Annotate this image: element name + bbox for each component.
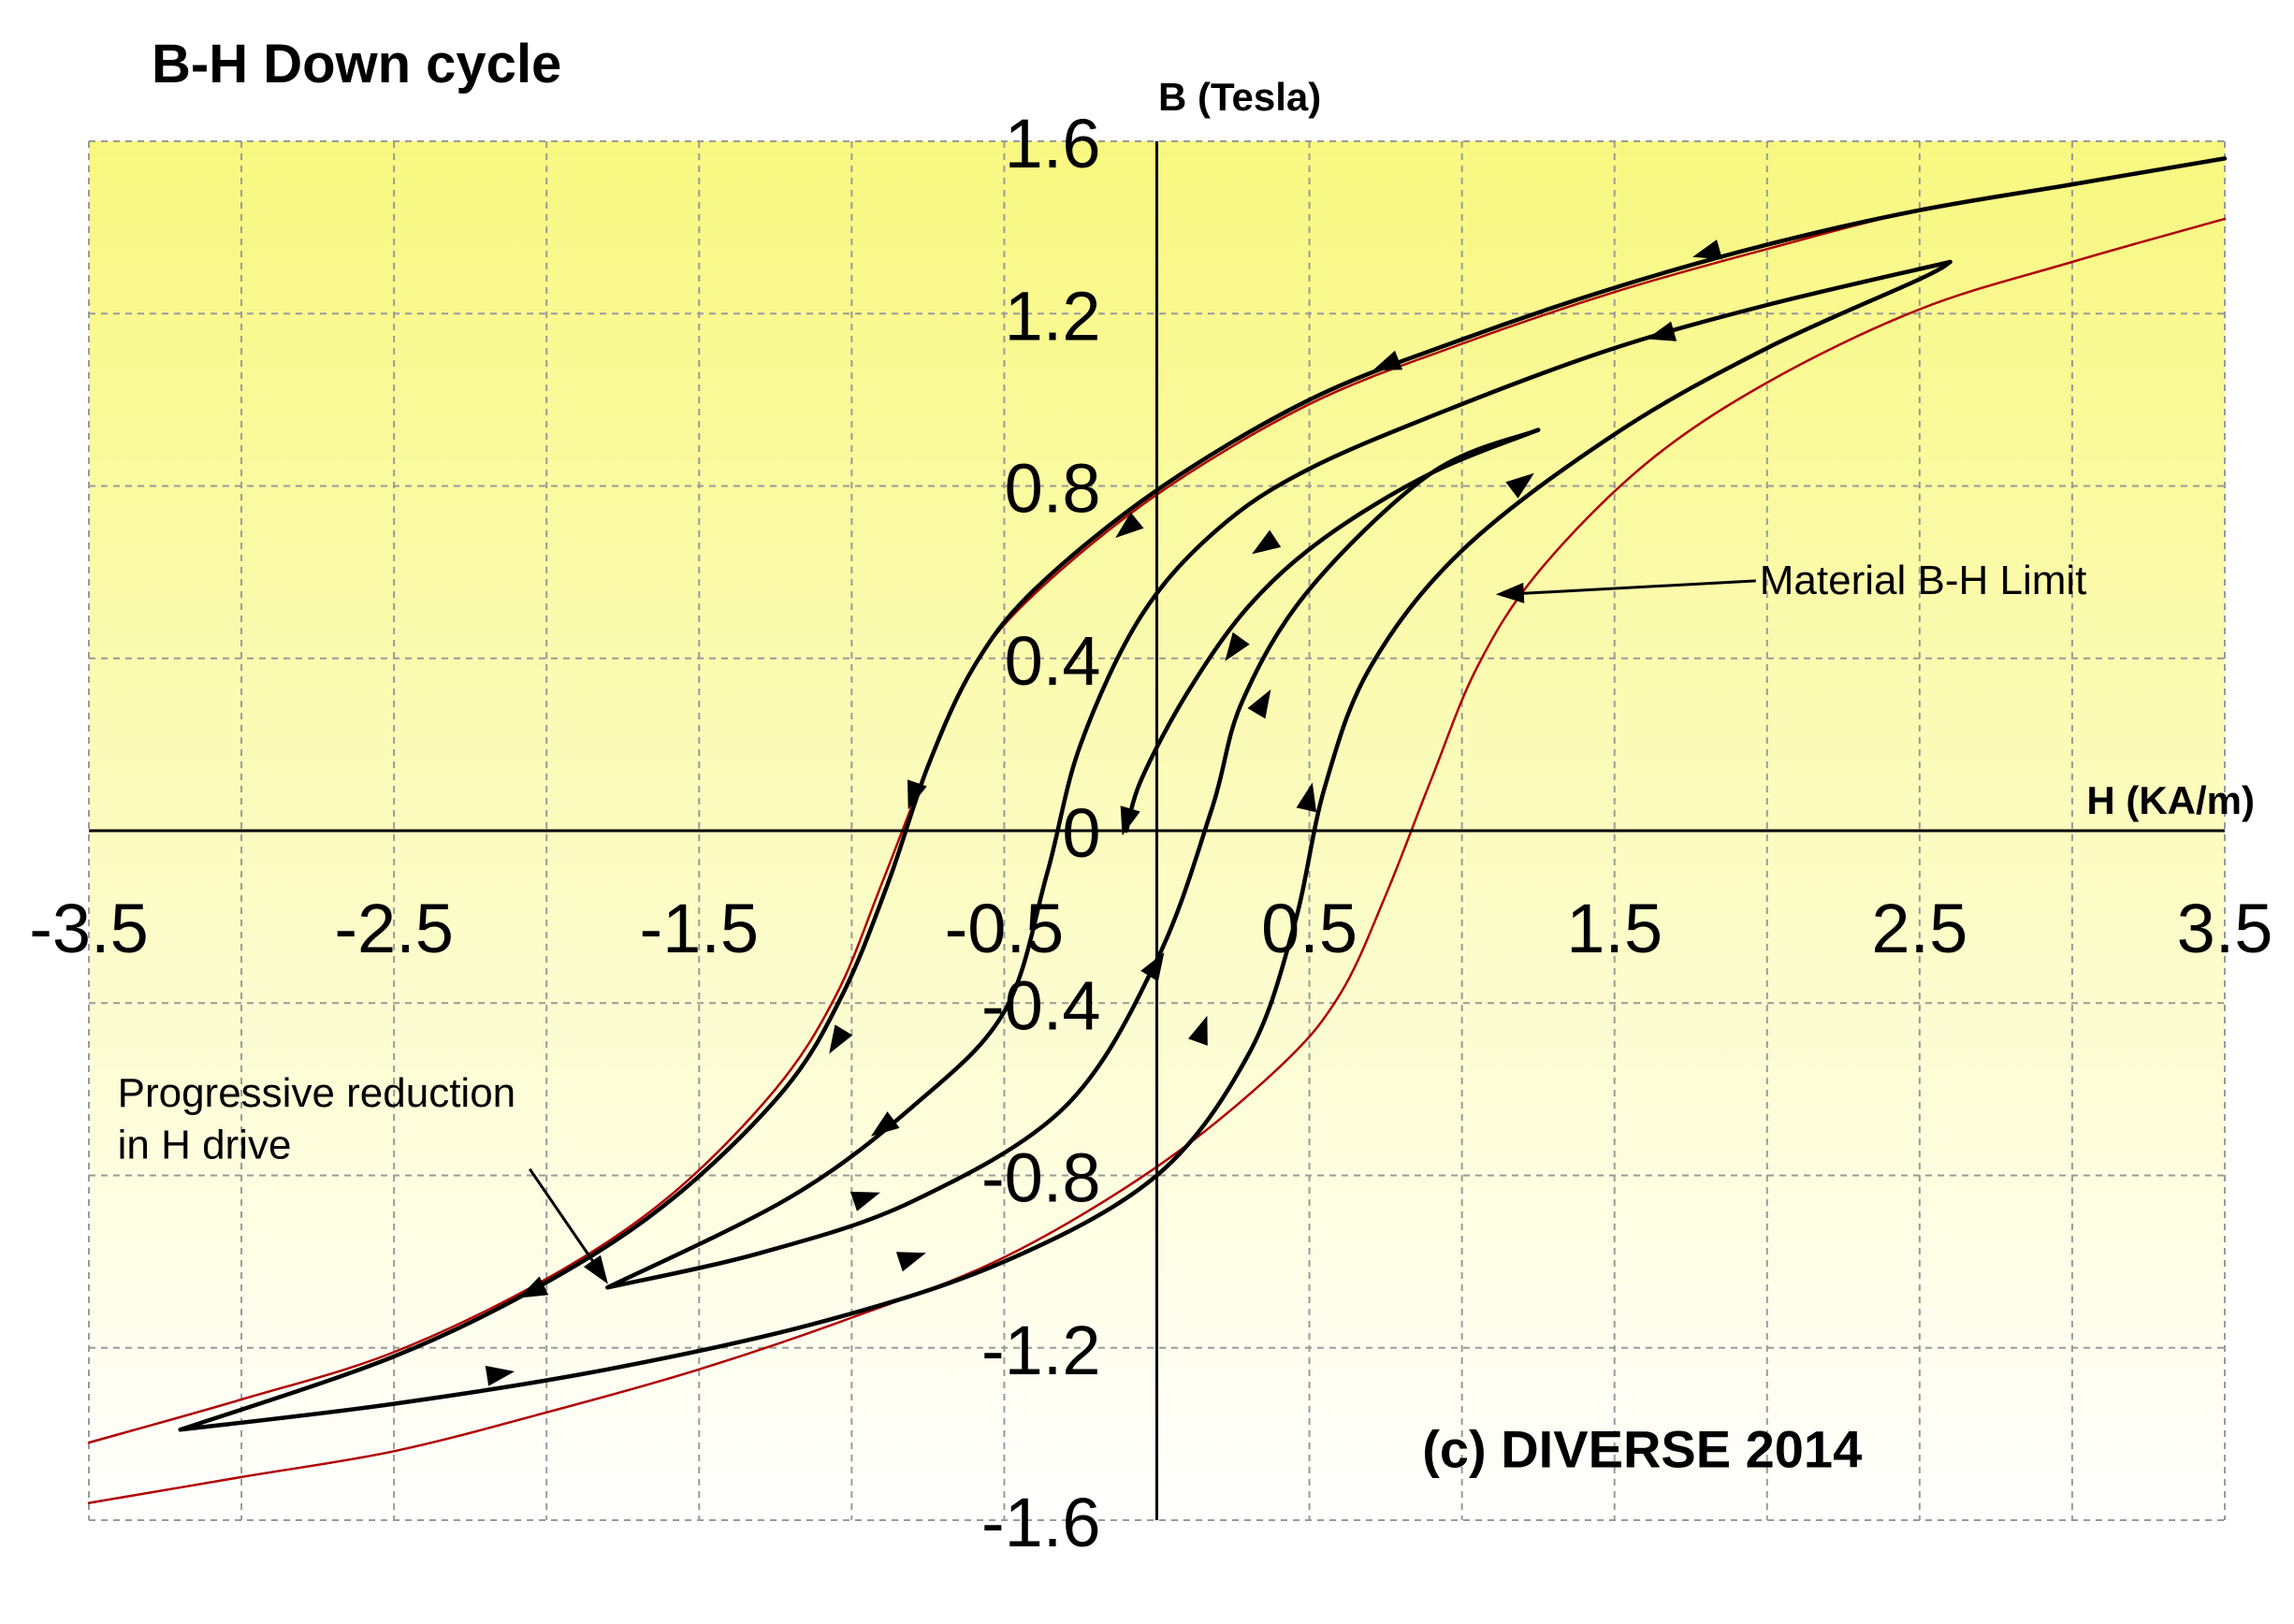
- x-tick-label: 2.5: [1871, 890, 1967, 967]
- loop-curves: [178, 156, 2228, 1432]
- annotation-arrowhead: [1495, 582, 1525, 603]
- axes: -3.5 -2.5 -1.5 -0.5 0.5 1.5 2.5 3.5 1.6 1.2 0.8 0.4…: [29, 105, 2272, 1561]
- annotation-arrowhead: [583, 1254, 608, 1284]
- loop-arrow: [1296, 782, 1317, 813]
- loop-arrow: [1188, 1015, 1208, 1046]
- annotation-progressive-line2: in H drive: [118, 1122, 292, 1167]
- copyright-label: (c) DIVERSE 2014: [1422, 1420, 1862, 1479]
- loop-arrow: [1647, 321, 1677, 341]
- y-tick-label: -1.2: [981, 1312, 1101, 1389]
- loop-curve: [178, 156, 2228, 1432]
- x-tick-label: 0.5: [1261, 890, 1358, 967]
- annotation-progressive-line1: Progressive reduction: [118, 1070, 516, 1116]
- x-tick-label: 3.5: [2177, 890, 2273, 967]
- loop-arrow: [829, 1024, 853, 1054]
- y-tick-label: 0: [1062, 794, 1100, 872]
- loop-arrow: [1120, 805, 1140, 836]
- y-axis-label: B (Tesla): [1158, 75, 1321, 119]
- x-axis-label: H (KA/m): [2086, 778, 2255, 822]
- annotation-material-limit: Material B-H Limit: [1760, 558, 2087, 603]
- loop-arrow: [849, 1191, 880, 1211]
- y-tick-label: 0.4: [1005, 622, 1101, 700]
- loop-arrow: [1140, 952, 1165, 982]
- loop-curve: [605, 259, 1953, 1290]
- y-tick-label: 1.6: [1005, 105, 1101, 182]
- chart-title: B-H Down cycle: [152, 34, 561, 94]
- loop-arrow: [1247, 689, 1271, 719]
- y-tick-label: 1.2: [1005, 277, 1101, 355]
- loop-curve: [178, 259, 1953, 1432]
- x-tick-label: -3.5: [29, 890, 149, 967]
- annotation-arrow-line: [1517, 579, 1756, 596]
- y-tick-label: -1.6: [981, 1484, 1101, 1561]
- loop-arrow: [907, 779, 927, 810]
- x-tick-label: -2.5: [334, 890, 454, 967]
- y-tick-label: 0.8: [1005, 450, 1101, 528]
- x-tick-label: 1.5: [1566, 890, 1662, 967]
- loop-curve: [1124, 428, 1541, 834]
- x-tick-label: -0.5: [945, 890, 1065, 967]
- loop-arrow: [485, 1365, 515, 1386]
- loop-arrow: [1692, 239, 1722, 260]
- loop-arrow: [1252, 529, 1282, 555]
- loop-arrow: [1225, 631, 1250, 661]
- loop-arrow: [1505, 472, 1534, 499]
- x-tick-label: -1.5: [640, 890, 760, 967]
- y-tick-label: -0.4: [981, 966, 1101, 1044]
- loop-arrow: [518, 1276, 549, 1298]
- loop-arrow: [1372, 350, 1403, 370]
- limit-curve: [87, 217, 2227, 1504]
- loop-arrow: [870, 1111, 900, 1137]
- y-tick-label: -0.8: [981, 1139, 1101, 1217]
- loop-arrow: [1115, 512, 1144, 538]
- annotations: Material B-H Limit Progressive reduction i…: [118, 558, 2087, 1479]
- loop-arrow: [895, 1252, 926, 1272]
- loop-curve: [605, 428, 1541, 1290]
